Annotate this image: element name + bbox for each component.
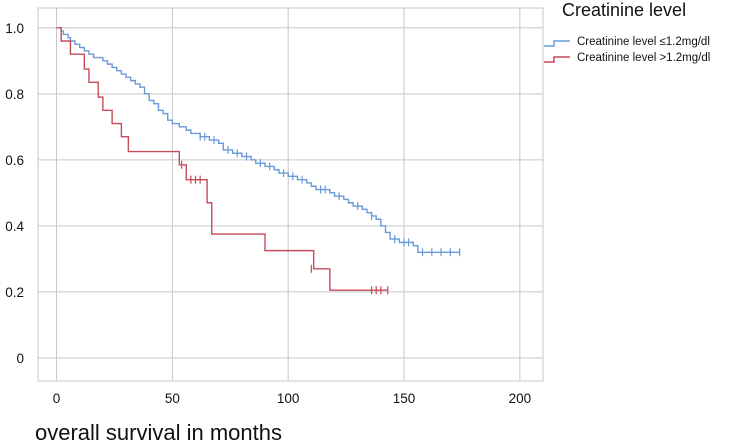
x-tick-label: 50 <box>165 391 180 406</box>
x-tick-label: 100 <box>277 391 300 406</box>
legend: Creatinine level Creatinine level ≤1.2mg… <box>544 0 741 80</box>
survival-curve-high-creatinine <box>56 27 388 291</box>
y-tick-label: 0.2 <box>5 285 24 300</box>
x-tick-label: 150 <box>393 391 416 406</box>
plot-frame <box>37 7 544 382</box>
x-axis-title: overall survival in months <box>35 420 282 443</box>
legend-swatch-high <box>544 56 570 63</box>
legend-swatch-low <box>544 40 570 47</box>
x-tick-label: 200 <box>509 391 532 406</box>
x-tick-label: 0 <box>53 391 61 406</box>
gridlines <box>38 8 543 381</box>
legend-label-high: Creatinine level >1.2mg/dl <box>577 52 711 64</box>
series-layer <box>56 27 461 295</box>
y-tick-label: 0 <box>16 351 24 366</box>
legend-label-low: Creatinine level ≤1.2mg/dl <box>577 36 710 48</box>
y-tick-label: 1.0 <box>5 21 24 36</box>
y-tick-label: 0.4 <box>5 219 24 234</box>
survival-curve-low-creatinine <box>56 27 460 253</box>
y-tick-label: 0.8 <box>5 87 24 102</box>
tick-labels: 0 0.2 0.4 0.6 0.8 1.0 0 50 100 150 200 <box>5 21 531 406</box>
y-tick-label: 0.6 <box>5 153 24 168</box>
legend-title: Creatinine level <box>562 0 687 20</box>
